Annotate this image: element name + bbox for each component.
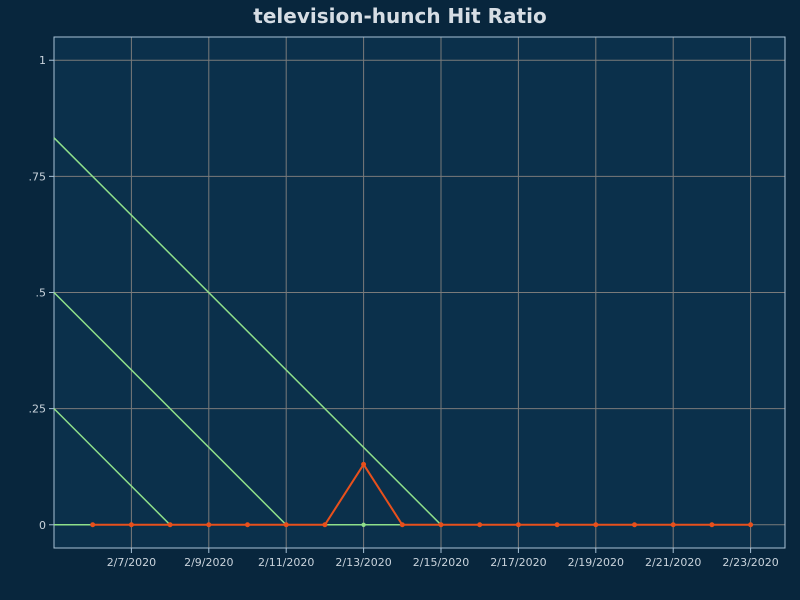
chart-title: television-hunch Hit Ratio	[253, 4, 547, 28]
x-tick-label: 2/21/2020	[645, 556, 701, 569]
x-tick-label: 2/9/2020	[184, 556, 233, 569]
hit-ratio-line	[92, 463, 751, 526]
hit-ratio-point	[399, 522, 405, 528]
y-tick-label: 0	[39, 519, 46, 532]
reference-point	[361, 522, 366, 527]
hit-ratio-point	[361, 461, 367, 467]
hit-ratio-point	[245, 522, 250, 528]
reference-line	[53, 408, 171, 526]
y-tick-label: .5	[36, 287, 47, 300]
hit-ratio-point	[632, 522, 637, 528]
hit-ratio-point	[167, 522, 173, 528]
reference-line	[53, 291, 287, 526]
x-tick-label: 2/15/2020	[413, 556, 469, 569]
hit-ratio-point	[670, 522, 676, 528]
x-tick-label: 2/11/2020	[258, 556, 314, 569]
hit-ratio-point	[438, 522, 444, 528]
hit-ratio-point	[748, 522, 754, 528]
x-tick-label: 2/17/2020	[490, 556, 546, 569]
x-tick-label: 2/7/2020	[107, 556, 156, 569]
y-tick-label: .75	[29, 170, 47, 183]
hit-ratio-point	[128, 522, 134, 528]
hit-ratio-point	[554, 522, 560, 528]
hit-ratio-point	[322, 522, 328, 528]
hit-ratio-point	[90, 522, 96, 528]
hit-ratio-point	[709, 522, 715, 528]
hit-ratio-point	[593, 522, 599, 528]
y-tick-label: .25	[29, 403, 47, 416]
x-tick-label: 2/19/2020	[568, 556, 624, 569]
hit-ratio-point	[206, 522, 212, 528]
hit-ratio-point	[477, 522, 483, 528]
hit-ratio-point	[283, 522, 289, 528]
x-tick-label: 2/23/2020	[722, 556, 778, 569]
hit-ratio-point	[515, 522, 521, 528]
x-tick-label: 2/13/2020	[335, 556, 391, 569]
reference-line	[53, 137, 442, 526]
y-tick-label: 1	[39, 54, 46, 67]
